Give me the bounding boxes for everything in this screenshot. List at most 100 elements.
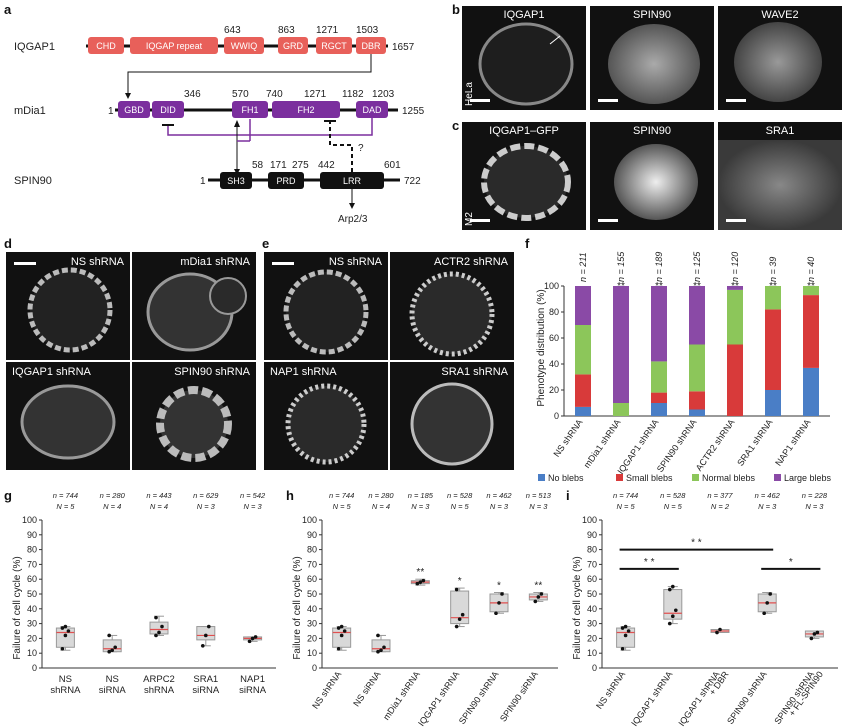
box-category-label: SPIN90 siRNA [498,669,540,723]
f-n-label: n = 155 [616,251,626,282]
box-ytick-label: 70 [307,559,317,569]
label-dbr: DBR [361,41,381,51]
iqgap1-num-643: 643 [224,25,241,36]
chart-failure-h: Failure of cell cycle (%) 0 10 20 30 40 50 60 7… [292,491,558,728]
box-n-label: n = 629 [193,491,219,500]
label-grd: GRD [283,41,304,51]
box-ytick-label: 30 [307,619,317,629]
box-point [815,630,820,635]
f-legend-swatch [538,474,545,481]
box-ytick-label: 100 [582,515,597,525]
domain-prd [268,172,304,189]
box-point [342,629,347,633]
box-ytick-label: 70 [587,559,597,569]
box-ytick-label: 10 [587,648,597,658]
box-N-label: N = 3 [244,502,263,511]
micro-c-iqgap1-gfp: IQGAP1–GFP M2 [462,122,586,230]
box-sig: ** [534,581,542,592]
panel-label-h: h [286,488,294,503]
f-bar-segment [575,325,591,375]
box-point [201,644,205,648]
box-n-label: n = 377 [707,491,733,500]
box-category-label: NS shRNA [310,669,343,710]
box-category-label: siRNA [239,685,267,696]
micro-c-m2: M2 [464,212,475,226]
domain-chd [88,37,124,54]
domain-grd [278,37,308,54]
f-category-label: NS shRNA [551,417,584,458]
box-ytick-label: 40 [587,604,597,614]
f-category-label: ACTR2 shRNA [694,417,737,472]
box-point [715,630,719,635]
f-legend-label: No blebs [548,473,584,483]
question-mark: ? [358,143,364,154]
f-legend-label: Large blebs [784,473,832,483]
panel-label-a: a [4,2,12,17]
f-ytick-label: 40 [549,359,559,369]
box-n-label: n = 513 [526,491,552,500]
panel-label-g: g [4,488,12,503]
box-n-label: n = 443 [146,491,172,500]
f-category-label: SRA1 shRNA [735,417,774,467]
box-ytick-label: 30 [27,619,37,629]
mdia1-name: mDia1 [14,105,46,117]
box-category-label: ARPC2 [143,674,175,685]
box-ytick-label: 80 [307,545,317,555]
box-N-label: N = 3 [411,502,430,511]
f-ytick-label: 100 [544,281,559,291]
box-n-label: n = 744 [53,491,78,500]
micro-e-title-4: SRA1 shRNA [441,366,508,378]
box-rect [616,627,636,648]
box-n-label: n = 228 [802,491,828,500]
f-category-label: mDia1 shRNA [582,417,623,469]
f-category-label: SPIN90 shRNA [655,417,699,474]
box-ytick-label: 40 [27,604,37,614]
micro-e-2: ACTR2 shRNA [390,252,514,360]
domain-wwiq [224,37,264,54]
chart-failure-g: Failure of cell cycle (%) 0 10 20 30 40 50 60 7… [12,491,276,696]
box-point [60,626,65,630]
box-ytick-label: 30 [587,619,597,629]
chart-failure-i: Failure of cell cycle (%) 0 10 20 30 40 50 60 7… [572,491,838,728]
mdia1-num-1182: 1182 [342,89,364,100]
micro-d-title-4: SPIN90 shRNA [174,366,250,378]
box-category-label: NAP1 [240,674,265,685]
box-point [66,629,71,633]
label-sh3: SH3 [227,176,245,186]
micro-d-2: mDia1 shRNA [132,252,256,360]
box-ytick-label: 10 [27,648,37,658]
f-n-label: n = 211 [578,252,588,282]
box-n-label: n = 744 [613,491,638,500]
label-fh2: FH2 [297,105,314,115]
box-point [415,581,420,586]
micro-d-title-2: mDia1 shRNA [180,256,250,268]
f-bar-segment [765,286,781,310]
box-point [157,630,161,635]
domain-diagram: IQGAP1 CHD IQGAP repeat WWIQ GRD RGCT DB… [14,25,425,225]
micro-d-title-1: NS shRNA [70,256,124,268]
label-chd: CHD [96,41,116,51]
micro-e-title-1: NS shRNA [328,256,382,268]
box-ytick-label: 50 [27,589,37,599]
box-point [623,633,628,638]
micro-e-3: NAP1 shRNA [264,362,388,470]
f-bar-segment [765,390,781,416]
micro-b-spin90: SPIN90 [590,6,714,110]
f-n-label: n = 125 [692,251,702,282]
box-point [376,649,380,654]
dbr-to-gbd-arrow [127,54,372,94]
label-lrr: LRR [343,176,362,186]
f-bar-segment [689,286,705,345]
box-point [768,592,772,596]
box-point [336,646,341,651]
label-wwiq: WWIQ [231,41,258,51]
box-n-label: n = 528 [447,491,473,500]
panel-label-c: c [452,118,460,133]
box-category-label: SRA1 [193,674,218,685]
domain-fh2 [272,101,340,118]
iqgap1-end: 1657 [392,42,415,53]
box-sig: * [458,576,462,587]
f-bar-segment [727,289,743,345]
box-point [718,627,722,632]
panel-label-i: i [566,488,570,503]
